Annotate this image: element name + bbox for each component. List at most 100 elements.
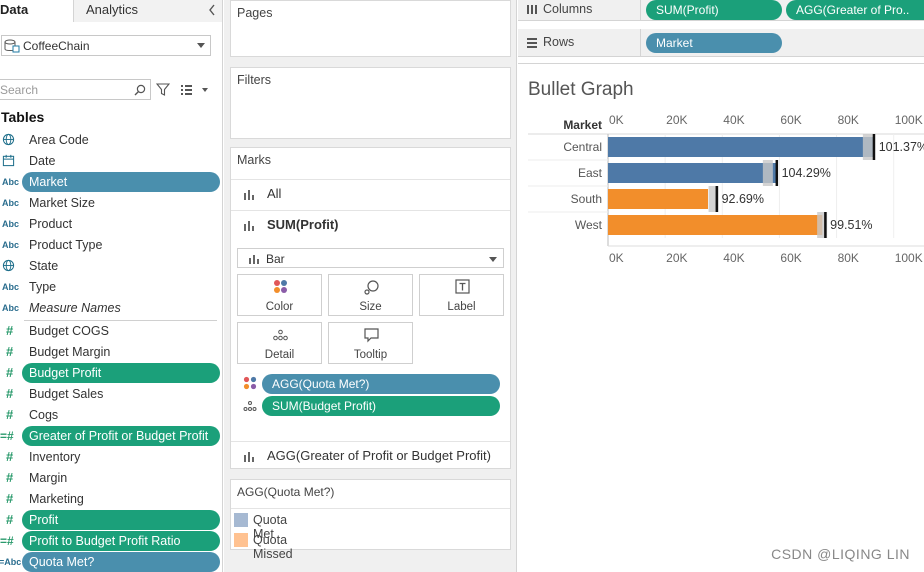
budget-reference-band	[817, 212, 828, 238]
tab-analytics[interactable]: Analytics	[73, 0, 222, 22]
field-item[interactable]: # Budget Profit	[0, 363, 222, 383]
field-pill-bg	[22, 510, 220, 530]
ratio-label: 101.37%	[879, 140, 924, 154]
marks-pill-budget-profit[interactable]: SUM(Budget Profit)	[262, 396, 500, 416]
field-item[interactable]: =# Profit to Budget Profit Ratio	[0, 531, 222, 551]
abc-icon: Abc	[2, 282, 20, 292]
list-view-icon[interactable]	[180, 83, 210, 97]
field-divider	[24, 320, 217, 321]
field-item[interactable]: # Cogs	[0, 405, 222, 425]
chevron-down-icon	[489, 257, 497, 262]
search-icon[interactable]	[134, 84, 146, 96]
bar-chart-icon	[244, 190, 254, 200]
tab-data[interactable]: Data	[0, 0, 73, 22]
datasource-select[interactable]: CoffeeChain	[1, 35, 211, 56]
columns-shelf-label: Columns	[543, 2, 593, 16]
reference-line	[775, 160, 779, 186]
hash-icon: #	[6, 323, 14, 338]
legend-label-quota-met: Quota Met	[253, 513, 288, 541]
field-item[interactable]: # Budget Margin	[0, 342, 222, 362]
color-button[interactable]: Color	[237, 274, 322, 316]
rows-pill-market-label: Market	[656, 36, 693, 50]
field-label: Area Code	[29, 133, 89, 147]
marks-tab-greater-profit[interactable]: AGG(Greater of Profit or Budget Profit)	[231, 441, 510, 469]
marks-tab-sum-profit[interactable]: SUM(Profit)	[231, 210, 510, 238]
budget-reference-band	[862, 134, 873, 160]
field-item[interactable]: Abc Product Type	[0, 235, 222, 255]
abc-icon: Abc	[2, 303, 20, 313]
columns-pill-sum-profit-label: SUM(Profit)	[656, 3, 719, 17]
field-item[interactable]: Area Code	[0, 130, 222, 150]
field-label: Date	[29, 154, 56, 168]
hash-icon: #	[6, 365, 14, 380]
reference-line	[824, 212, 827, 238]
detail-icon	[273, 329, 288, 341]
marks-tab-all-label: All	[267, 186, 282, 201]
columns-pill-greater-profit[interactable]: AGG(Greater of Pro..	[786, 0, 924, 20]
bullet-chart: Market 0K 0K 20K 20K 40K 40K 60K 60K 80K 80K 100K 10…	[528, 113, 924, 265]
category-label: South	[571, 192, 602, 206]
pages-card[interactable]: Pages	[230, 0, 511, 57]
field-label: Product Type	[29, 238, 103, 252]
field-item[interactable]: # Profit	[0, 510, 222, 530]
field-item[interactable]: # Margin	[0, 468, 222, 488]
field-item[interactable]: # Budget COGS	[0, 321, 222, 341]
filter-icon[interactable]	[156, 82, 170, 97]
field-label: Cogs	[29, 408, 59, 422]
field-label: Budget COGS	[29, 324, 109, 338]
x-tick-label-top: 40K	[723, 113, 744, 127]
field-item[interactable]: Abc Product	[0, 214, 222, 234]
rows-shelf[interactable]: Rows Market	[518, 29, 924, 57]
columns-pill-greater-profit-label: AGG(Greater of Pro..	[796, 3, 910, 17]
field-label: Market Size	[29, 196, 95, 210]
reference-line	[715, 186, 719, 212]
marks-card-title: Marks	[237, 153, 272, 167]
field-label: Greater of Profit or Budget Profit	[29, 429, 209, 443]
columns-shelf-divider	[640, 0, 641, 20]
field-item[interactable]: # Budget Sales	[0, 384, 222, 404]
rows-pill-market[interactable]: Market	[646, 33, 782, 53]
field-item[interactable]: Abc Type	[0, 277, 222, 297]
field-item[interactable]: # Marketing	[0, 489, 222, 509]
columns-pill-sum-profit[interactable]: SUM(Profit)	[646, 0, 782, 20]
search-row	[0, 79, 222, 101]
reference-line	[872, 134, 876, 160]
hash-icon: #	[6, 449, 14, 464]
data-pane: Data Analytics CoffeeChain Tables Area C…	[0, 0, 223, 572]
color-legend-card: AGG(Quota Met?) Quota Met Quota Missed	[230, 479, 511, 561]
category-label: Central	[563, 140, 602, 154]
field-label: Product	[29, 217, 73, 231]
ratio-label: 99.51%	[830, 218, 872, 232]
filters-card[interactable]: Filters	[230, 67, 511, 139]
field-item[interactable]: Abc Market Size	[0, 193, 222, 213]
legend-swatch-orange	[234, 533, 248, 547]
watermark: CSDN @LIQING LIN	[771, 546, 910, 562]
marks-pill-quota-met[interactable]: AGG(Quota Met?)	[262, 374, 500, 394]
tooltip-button[interactable]: Tooltip	[328, 322, 413, 364]
legend-label-quota-missed: Quota Missed	[253, 533, 293, 561]
chevron-left-icon[interactable]	[207, 3, 217, 17]
hash-icon: #	[6, 512, 14, 527]
pages-card-title: Pages	[237, 6, 273, 20]
detail-button[interactable]: Detail	[237, 322, 322, 364]
color-button-label: Color	[265, 301, 294, 313]
marks-tab-all[interactable]: All	[231, 179, 510, 207]
calendar-icon	[2, 154, 20, 168]
legend-divider	[231, 508, 510, 509]
label-button[interactable]: Label	[419, 274, 504, 316]
search-input[interactable]	[0, 79, 151, 100]
field-item[interactable]: Date	[0, 151, 222, 171]
field-item[interactable]: Abc Market	[0, 172, 222, 192]
field-item[interactable]: # Inventory	[0, 447, 222, 467]
field-item[interactable]: State	[0, 256, 222, 276]
field-item[interactable]: =# Greater of Profit or Budget Profit	[0, 426, 222, 446]
size-button[interactable]: Size	[328, 274, 413, 316]
globe-icon	[2, 133, 20, 147]
cards-area: Pages Filters Marks All SUM(Profit) Bar …	[224, 0, 517, 572]
field-item[interactable]: =Abc Quota Met?	[0, 552, 222, 572]
columns-shelf[interactable]: Columns SUM(Profit) AGG(Greater of Pro..	[518, 0, 924, 21]
field-label: State	[29, 259, 59, 273]
field-item[interactable]: Abc Measure Names	[0, 298, 222, 318]
mark-type-select[interactable]: Bar	[237, 248, 504, 268]
field-label: Inventory	[29, 450, 81, 464]
